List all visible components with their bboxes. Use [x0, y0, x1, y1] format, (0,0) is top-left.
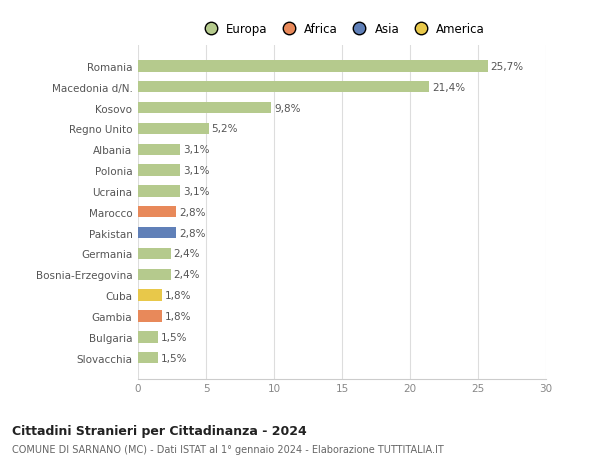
Text: Cittadini Stranieri per Cittadinanza - 2024: Cittadini Stranieri per Cittadinanza - 2…: [12, 425, 307, 437]
Bar: [138, 144, 180, 156]
Bar: [138, 123, 209, 135]
Bar: [138, 186, 180, 197]
Bar: [138, 331, 158, 343]
Text: 3,1%: 3,1%: [183, 186, 209, 196]
Bar: [138, 248, 170, 260]
Text: 2,8%: 2,8%: [179, 228, 205, 238]
Text: 5,2%: 5,2%: [211, 124, 238, 134]
Text: 25,7%: 25,7%: [490, 62, 523, 72]
Bar: [138, 290, 163, 301]
Bar: [138, 352, 158, 364]
Text: 2,4%: 2,4%: [173, 270, 200, 280]
Bar: [138, 311, 163, 322]
Text: COMUNE DI SARNANO (MC) - Dati ISTAT al 1° gennaio 2024 - Elaborazione TUTTITALIA: COMUNE DI SARNANO (MC) - Dati ISTAT al 1…: [12, 444, 444, 454]
Bar: [138, 207, 176, 218]
Bar: [138, 269, 170, 280]
Bar: [138, 61, 488, 73]
Text: 21,4%: 21,4%: [432, 83, 465, 93]
Text: 2,4%: 2,4%: [173, 249, 200, 259]
Bar: [138, 82, 429, 93]
Text: 3,1%: 3,1%: [183, 145, 209, 155]
Text: 3,1%: 3,1%: [183, 166, 209, 176]
Text: 1,8%: 1,8%: [165, 291, 192, 301]
Text: 9,8%: 9,8%: [274, 103, 301, 113]
Text: 1,5%: 1,5%: [161, 353, 188, 363]
Text: 1,8%: 1,8%: [165, 311, 192, 321]
Bar: [138, 227, 176, 239]
Text: 1,5%: 1,5%: [161, 332, 188, 342]
Legend: Europa, Africa, Asia, America: Europa, Africa, Asia, America: [194, 18, 490, 41]
Bar: [138, 165, 180, 176]
Text: 2,8%: 2,8%: [179, 207, 205, 217]
Bar: [138, 103, 271, 114]
